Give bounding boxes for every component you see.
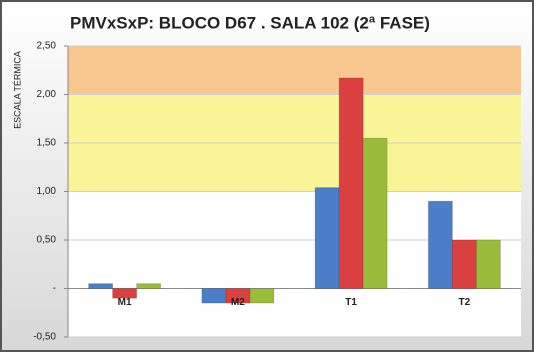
bar <box>136 283 162 289</box>
bar <box>314 187 340 289</box>
x-tick-label: T1 <box>345 297 357 308</box>
bar <box>249 288 275 304</box>
chart-title: PMVxSxP: BLOCO D67 . SALA 102 (2ª FASE) <box>70 13 430 32</box>
x-tick-label: T2 <box>459 297 471 308</box>
bar <box>112 288 138 299</box>
bar <box>475 239 501 289</box>
y-tick-label: - <box>53 283 56 294</box>
y-tick-label: 1,50 <box>37 138 57 149</box>
x-tick-label: M1 <box>118 297 132 308</box>
bar <box>88 283 114 289</box>
y-tick-label: 0,50 <box>37 235 57 246</box>
bar <box>427 200 453 289</box>
bar <box>201 288 227 304</box>
y-tick-label: -0,50 <box>33 332 56 343</box>
y-tick-label: 2,50 <box>37 41 57 52</box>
bar <box>451 239 477 289</box>
comfort-band <box>68 46 521 95</box>
bar <box>362 137 388 289</box>
x-tick-label: M2 <box>231 297 245 308</box>
y-tick-label: 2,00 <box>37 89 57 100</box>
y-tick-label: 1,00 <box>37 186 57 197</box>
bar <box>338 77 364 290</box>
y-axis-label: ESCALA TÉRMICA <box>12 51 22 129</box>
